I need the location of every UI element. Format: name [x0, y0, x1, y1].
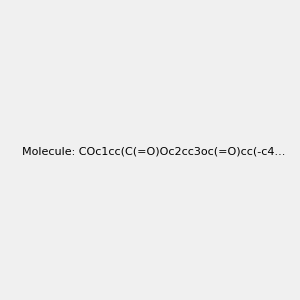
- Text: Molecule: COc1cc(C(=O)Oc2cc3oc(=O)cc(-c4...: Molecule: COc1cc(C(=O)Oc2cc3oc(=O)cc(-c4…: [22, 146, 285, 157]
